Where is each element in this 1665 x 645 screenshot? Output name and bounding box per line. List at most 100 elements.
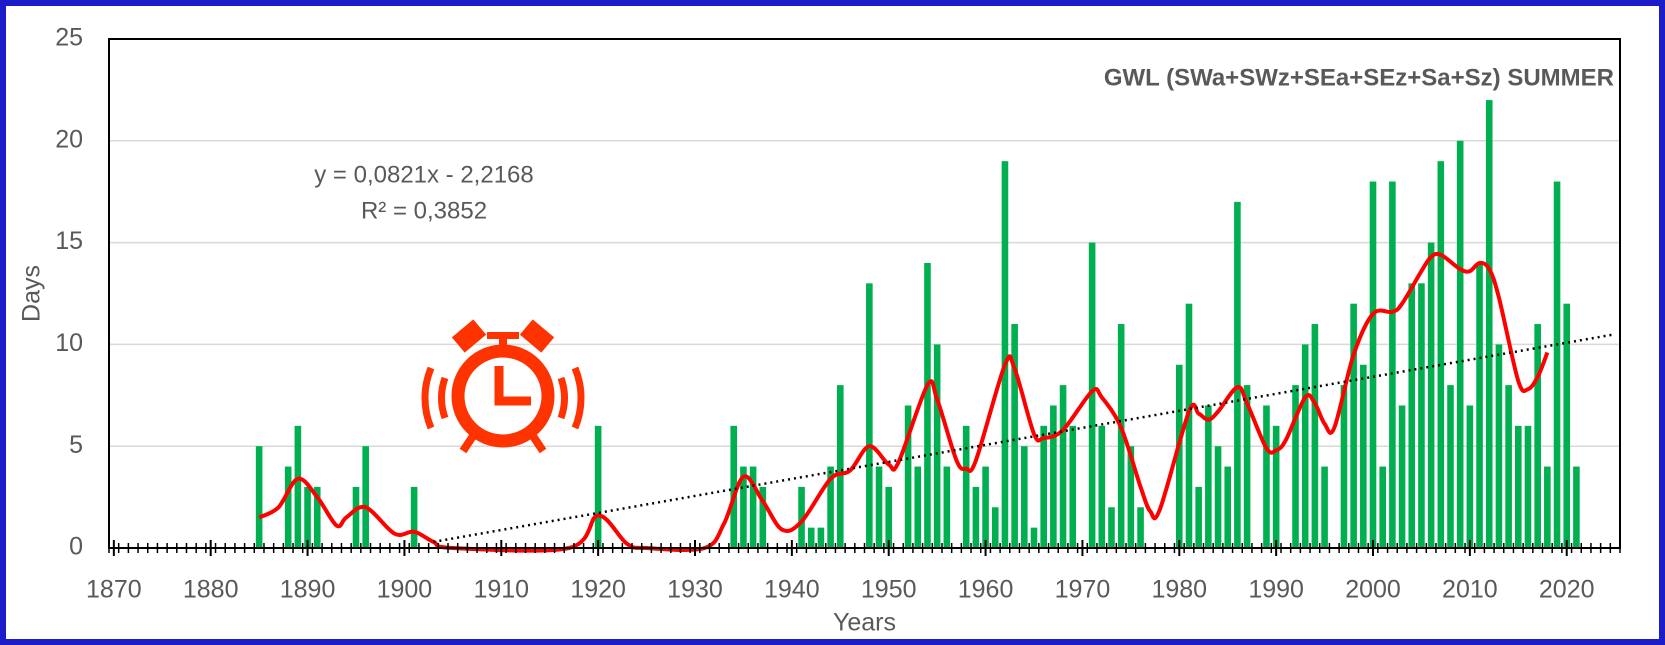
bar bbox=[294, 425, 302, 548]
bar bbox=[313, 486, 321, 548]
trend-r-squared: R² = 0,3852 bbox=[361, 197, 487, 224]
bar bbox=[885, 486, 893, 548]
x-tick-label: 1930 bbox=[667, 576, 723, 604]
trend-line bbox=[433, 332, 1616, 544]
bar bbox=[962, 425, 970, 548]
bar bbox=[1205, 405, 1212, 548]
bar bbox=[1427, 242, 1435, 548]
bar bbox=[1088, 242, 1096, 548]
y-tick-label: 5 bbox=[69, 431, 83, 459]
bar bbox=[410, 486, 418, 548]
bar bbox=[1485, 100, 1493, 548]
x-tick-label: 1880 bbox=[183, 576, 239, 604]
bar bbox=[362, 446, 369, 548]
y-tick-label: 15 bbox=[55, 227, 83, 255]
bar bbox=[1195, 486, 1202, 548]
bar bbox=[933, 344, 941, 548]
bar bbox=[284, 466, 292, 548]
bar bbox=[1127, 446, 1135, 548]
bar bbox=[1301, 344, 1309, 548]
x-tick-label: 2010 bbox=[1442, 576, 1498, 604]
x-tick-label: 1980 bbox=[1151, 576, 1207, 604]
bar bbox=[1553, 181, 1561, 548]
bar bbox=[836, 385, 844, 548]
bar bbox=[972, 486, 980, 548]
bar bbox=[1369, 181, 1377, 548]
bar bbox=[1418, 283, 1425, 548]
bar bbox=[1234, 201, 1241, 548]
x-tick-label: 2000 bbox=[1345, 576, 1401, 604]
trend-equation: y = 0,0821x - 2,2168 bbox=[314, 161, 534, 188]
bar bbox=[1040, 425, 1047, 548]
bar bbox=[1573, 466, 1580, 548]
bar bbox=[740, 466, 747, 548]
bar bbox=[1379, 466, 1386, 548]
bar bbox=[1292, 385, 1299, 548]
x-tick-label: 2020 bbox=[1539, 576, 1595, 604]
bar bbox=[304, 486, 311, 548]
bar bbox=[1021, 446, 1028, 548]
bar bbox=[1137, 507, 1144, 548]
lines bbox=[258, 251, 1616, 553]
y-tick-label: 25 bbox=[55, 24, 83, 52]
x-tick-label: 1940 bbox=[764, 576, 820, 604]
bar bbox=[827, 466, 834, 548]
bar bbox=[904, 405, 912, 548]
bar bbox=[1398, 405, 1406, 548]
bar bbox=[1447, 385, 1454, 548]
bar bbox=[1408, 283, 1416, 548]
bar bbox=[255, 446, 263, 548]
bar bbox=[866, 283, 873, 548]
bar bbox=[1466, 405, 1474, 548]
chart-title: GWL (SWa+SWz+SEa+SEz+Sa+Sz) SUMMER bbox=[1104, 64, 1614, 91]
x-axis-title: Years bbox=[833, 609, 896, 637]
y-axis-title: Days bbox=[18, 265, 46, 322]
bar bbox=[924, 262, 931, 548]
x-tick-label: 1990 bbox=[1248, 576, 1304, 604]
bar bbox=[991, 507, 999, 548]
bar bbox=[1389, 181, 1396, 548]
bar bbox=[798, 486, 805, 548]
bar bbox=[1098, 425, 1106, 548]
x-tick-label: 1870 bbox=[86, 576, 142, 604]
x-tick-label: 1960 bbox=[958, 576, 1014, 604]
bar bbox=[1069, 425, 1077, 548]
bar bbox=[1505, 385, 1512, 548]
bar bbox=[817, 527, 825, 548]
bar bbox=[1534, 324, 1541, 548]
y-tick-label: 20 bbox=[55, 125, 83, 153]
bar bbox=[730, 425, 738, 548]
bar bbox=[1340, 385, 1348, 548]
bar bbox=[1263, 405, 1270, 548]
bar bbox=[1476, 262, 1483, 548]
bar bbox=[1360, 364, 1367, 548]
bar bbox=[749, 466, 757, 548]
bar bbox=[1175, 364, 1183, 548]
x-tick-label: 1910 bbox=[473, 576, 529, 604]
x-tick-label: 1950 bbox=[861, 576, 917, 604]
bar bbox=[594, 425, 602, 548]
bar bbox=[982, 466, 989, 548]
bar bbox=[914, 466, 922, 548]
y-tick-label: 0 bbox=[69, 533, 83, 561]
x-tick-label: 1890 bbox=[280, 576, 336, 604]
bar bbox=[943, 466, 951, 548]
bar bbox=[1030, 527, 1038, 548]
chart: 0 5 10 15 20 25 1870 1880 1890 1900 1910 1920 1930 19… bbox=[6, 6, 1659, 639]
bar bbox=[1011, 324, 1018, 548]
bar bbox=[1001, 161, 1009, 548]
bar bbox=[1059, 385, 1067, 548]
x-tick-label: 1970 bbox=[1055, 576, 1111, 604]
alarm-clock-icon bbox=[421, 319, 585, 454]
chart-frame: 0 5 10 15 20 25 1870 1880 1890 1900 1910 1920 1930 19… bbox=[6, 6, 1659, 639]
bar bbox=[759, 486, 767, 548]
bar bbox=[1050, 405, 1057, 548]
bar bbox=[1311, 324, 1319, 548]
bar bbox=[1456, 140, 1464, 549]
bar bbox=[1272, 425, 1280, 548]
y-tick-label: 10 bbox=[55, 329, 83, 357]
bar bbox=[1524, 425, 1532, 548]
bar bbox=[1514, 425, 1522, 548]
bar bbox=[1321, 466, 1328, 548]
bar bbox=[807, 527, 815, 548]
